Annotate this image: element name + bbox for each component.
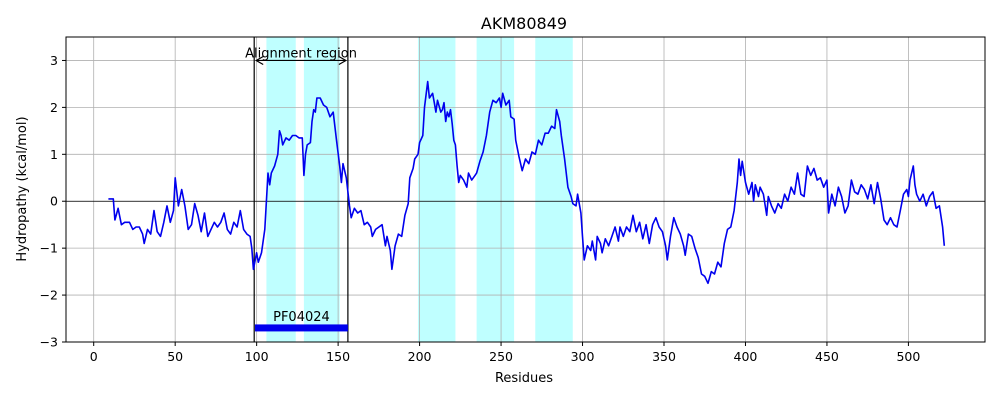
chart-title: AKM80849	[481, 14, 567, 33]
y-tick-label: −1	[40, 241, 58, 256]
y-tick-label: 0	[50, 194, 58, 209]
x-tick-label: 100	[245, 349, 269, 364]
grid-lines	[66, 37, 985, 343]
x-axis-ticks: 0 50 100 150 200 250 300 350 400 450 500	[90, 342, 920, 364]
x-tick-label: 250	[489, 349, 513, 364]
x-tick-label: 50	[167, 349, 183, 364]
highlight-region	[303, 37, 340, 342]
y-tick-label: 3	[50, 53, 58, 68]
y-axis-ticks: −3 −2 −1 0 1 2 3	[40, 53, 66, 350]
x-tick-label: 200	[408, 349, 432, 364]
y-tick-label: −3	[40, 335, 58, 350]
x-tick-label: 450	[815, 349, 839, 364]
x-tick-label: 150	[326, 349, 350, 364]
highlight-regions	[266, 37, 573, 342]
hydropathy-series-line	[108, 80, 946, 285]
x-tick-label: 350	[652, 349, 676, 364]
highlight-region	[535, 37, 573, 342]
x-axis-title: Residues	[495, 371, 553, 386]
y-tick-label: 1	[50, 147, 58, 162]
y-axis-title: Hydropathy (kcal/mol)	[15, 116, 30, 261]
annotations: Alignment region PF04024	[245, 46, 357, 332]
alignment-arrow-head-left	[254, 55, 264, 65]
alignment-region-label: Alignment region	[245, 46, 357, 61]
x-tick-label: 400	[734, 349, 758, 364]
plot-frame	[65, 36, 986, 343]
y-tick-label: −2	[40, 288, 58, 303]
x-tick-label: 0	[90, 349, 98, 364]
alignment-arrow-head-right	[338, 55, 348, 65]
highlight-region	[266, 37, 296, 342]
domain-label: PF04024	[273, 310, 330, 325]
x-tick-label: 500	[896, 349, 920, 364]
highlight-region	[476, 37, 515, 342]
x-tick-label: 300	[571, 349, 595, 364]
highlight-region	[417, 37, 456, 342]
y-tick-label: 2	[50, 100, 58, 115]
domain-bar	[255, 324, 348, 332]
